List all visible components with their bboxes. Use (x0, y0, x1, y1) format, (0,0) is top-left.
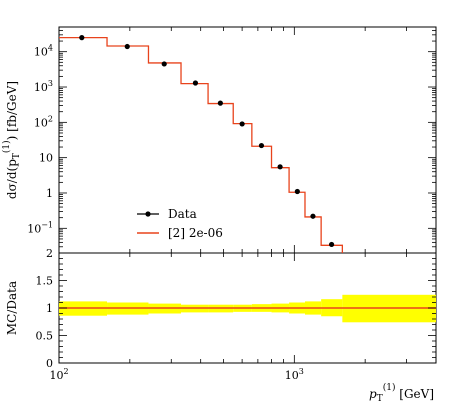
y-tick-label: 102 (34, 114, 53, 129)
ratio-tick-label: 1.5 (36, 275, 54, 288)
data-point (277, 164, 283, 170)
data-point (239, 121, 245, 127)
legend-data-marker (145, 211, 151, 217)
data-point (294, 188, 300, 195)
data-point (192, 80, 199, 86)
x-tick-label: 103 (285, 367, 304, 382)
ratio-tick-label: 0.5 (36, 330, 54, 343)
y-tick-label: 103 (34, 79, 53, 94)
data-point (310, 213, 316, 219)
legend-data-label: Data (168, 207, 197, 221)
y-tick-label: 10−1 (27, 220, 53, 235)
y-tick-label: 10 (39, 152, 53, 165)
legend-mc-label: [2] 2e-06 (168, 226, 223, 240)
mc-step-histogram (59, 36, 344, 253)
legend: Data [2] 2e-06 (137, 207, 223, 240)
ratio-y-axis-label: MC/Data (5, 281, 19, 335)
ratio-tick-label: 1 (46, 302, 53, 315)
y-tick-label-extra: 2 (46, 247, 53, 260)
ratio-tick-label: 0 (46, 357, 53, 370)
data-point (161, 61, 167, 67)
data-point (124, 43, 130, 50)
mc-step-line (59, 36, 344, 253)
data-point (328, 241, 335, 248)
x-axis-label: pT(1) [GeV] (369, 382, 434, 404)
main-plot-frame (58, 26, 437, 254)
main-y-axis-label: dσ/d(pT(1)) [fb/GeV] (1, 81, 22, 199)
data-points (79, 35, 335, 248)
data-point (79, 35, 85, 41)
y-tick-label: 1 (46, 187, 53, 200)
data-point (217, 100, 223, 106)
data-point (258, 142, 265, 149)
y-tick-label: 104 (34, 44, 53, 59)
x-tick-label: 102 (49, 367, 68, 382)
